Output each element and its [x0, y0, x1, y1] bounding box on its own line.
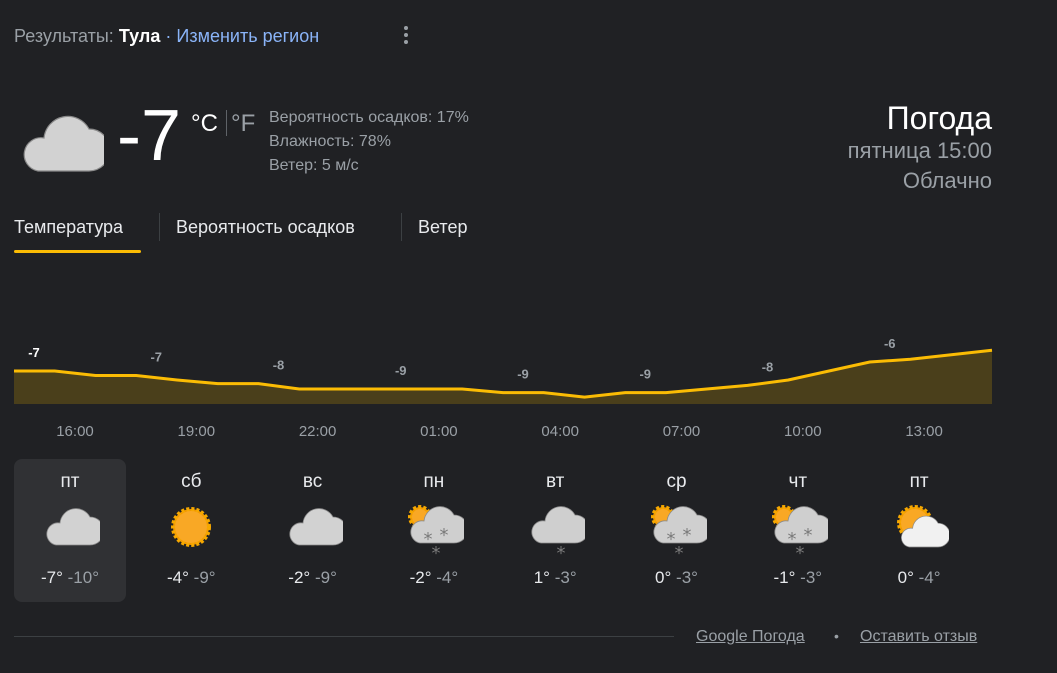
cloudy-light-snow-icon: * — [531, 506, 586, 563]
weather-title: Погода — [886, 100, 992, 136]
day-forecast[interactable]: вс -2° -9° — [257, 459, 369, 602]
temperature-chart: -7 -7 -8 -9 -9 -9 -8 -6 — [14, 336, 993, 404]
weather-summary: Погода пятница 15:00 Облачно — [848, 100, 992, 196]
day-forecast[interactable]: чт * * * -1° -3° — [742, 459, 854, 602]
high-temp: 1° — [533, 568, 550, 587]
low-temp: -3° — [554, 568, 577, 587]
google-weather-link[interactable]: Google Погода — [696, 628, 805, 645]
day-forecast[interactable]: пн * * * -2° -4° — [378, 459, 490, 602]
feedback-link[interactable]: Оставить отзыв — [860, 628, 978, 645]
high-temp: -1° — [773, 568, 796, 587]
svg-text:*: * — [682, 525, 691, 546]
temperature-point-label: -9 — [395, 363, 407, 378]
high-temp: -2° — [409, 568, 432, 587]
footer-divider — [14, 636, 674, 637]
time-label: 04:00 — [541, 423, 579, 440]
low-temp: -3° — [800, 568, 823, 587]
more-options-icon[interactable] — [398, 26, 414, 48]
high-temp: -2° — [288, 568, 311, 587]
weather-datetime: пятница 15:00 — [847, 138, 992, 163]
svg-text:*: * — [803, 525, 812, 546]
low-temp: -10° — [67, 568, 100, 587]
footer-bullet: • — [834, 628, 839, 644]
day-name: сб — [181, 471, 202, 492]
low-temp: -9° — [193, 568, 216, 587]
city-name: Тула — [118, 26, 161, 46]
svg-text:*: * — [439, 525, 448, 546]
high-temp: 0° — [655, 568, 672, 587]
svg-text:*: * — [666, 529, 675, 550]
partly-cloudy-icon — [897, 505, 950, 548]
day-name: чт — [788, 471, 808, 492]
day-name: пн — [423, 471, 445, 492]
weather-condition: Облачно — [902, 168, 992, 193]
svg-text:*: * — [674, 543, 683, 563]
day-forecast[interactable]: вт * 1° -3° — [499, 459, 611, 602]
temperature-point-label: -7 — [28, 345, 40, 360]
temperature-point-label: -9 — [517, 367, 529, 382]
temperature-point-label: -8 — [762, 359, 774, 374]
current-temperature: -7 — [117, 96, 182, 176]
high-temp: -7° — [40, 568, 63, 587]
day-name: пт — [60, 471, 80, 492]
low-temp: -4° — [436, 568, 459, 587]
temperature-area — [14, 350, 992, 404]
celsius-toggle[interactable]: °C — [191, 110, 218, 137]
day-forecast[interactable]: ср * * * 0° -3° — [621, 459, 733, 602]
time-label: 07:00 — [662, 423, 701, 440]
cloudy-icon — [23, 115, 104, 172]
time-label: 16:00 — [56, 423, 94, 440]
time-label: 01:00 — [420, 423, 458, 440]
low-temp: -9° — [314, 568, 337, 587]
day-name: пт — [909, 471, 929, 492]
time-label: 13:00 — [905, 423, 943, 440]
wind: Ветер: 5 м/с — [269, 157, 359, 174]
temperature-point-label: -7 — [150, 350, 162, 365]
fahrenheit-toggle[interactable]: °F — [231, 110, 256, 137]
time-label: 22:00 — [298, 423, 337, 440]
tab-wind[interactable]: Ветер — [418, 217, 468, 237]
partly-cloudy-snow-icon: * ** — [771, 505, 828, 563]
partly-cloudy-snow-icon: * ** — [650, 505, 707, 563]
cloudy-icon — [46, 508, 100, 546]
svg-text:*: * — [423, 529, 432, 550]
high-temp: -4° — [167, 568, 189, 587]
svg-text:*: * — [431, 543, 440, 563]
tab-temperature[interactable]: Температура — [14, 217, 124, 237]
high-temp: 0° — [897, 568, 914, 587]
svg-text:*: * — [787, 529, 796, 550]
day-name: вс — [302, 471, 323, 492]
tab-divider — [159, 213, 160, 241]
humidity: Влажность: 78% — [269, 133, 391, 150]
temperature-point-label: -9 — [639, 367, 651, 382]
day-name: ср — [666, 471, 687, 492]
cloudy-icon — [289, 508, 343, 546]
low-temp: -4° — [918, 568, 941, 587]
active-tab-indicator — [14, 250, 141, 253]
sunny-icon — [171, 507, 212, 547]
low-temp: -3° — [676, 568, 698, 587]
tab-divider — [401, 213, 402, 241]
separator: · — [165, 26, 172, 46]
svg-text:*: * — [795, 543, 804, 563]
tab-precipitation[interactable]: Вероятность осадков — [176, 217, 355, 237]
current-weather-icon — [14, 108, 104, 198]
change-region-link[interactable]: Изменить регион — [176, 26, 320, 46]
svg-text:*: * — [557, 543, 566, 563]
day-forecast[interactable]: пт -7° -10° — [14, 459, 126, 602]
results-label: Результаты: — [14, 26, 114, 46]
day-forecast[interactable]: сб -4° -9° — [135, 459, 247, 602]
day-forecast[interactable]: пт 0° -4° — [863, 459, 975, 602]
partly-cloudy-snow-icon: * ** — [407, 505, 464, 563]
results-header: Результаты: Тула · Изменить регион — [14, 26, 319, 47]
temperature-line — [14, 348, 993, 399]
precipitation-chance: Вероятность осадков: 17% — [269, 109, 469, 126]
time-label: 19:00 — [177, 423, 216, 440]
temperature-point-label: -8 — [273, 358, 285, 373]
unit-divider — [226, 110, 227, 136]
temperature-point-label: -6 — [884, 336, 896, 351]
day-name: вт — [545, 471, 565, 492]
time-label: 10:00 — [784, 423, 822, 440]
